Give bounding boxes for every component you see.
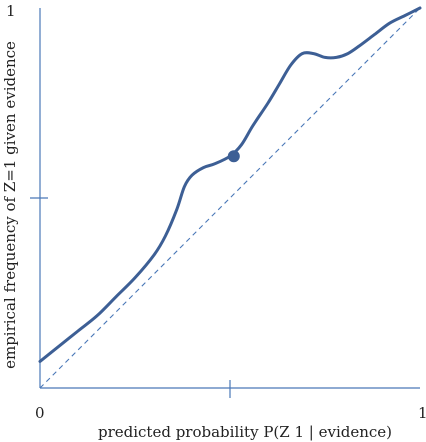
- y-tick-label-1: 1: [6, 2, 16, 20]
- perfect-calibration-line: [39, 7, 421, 389]
- calibration-curve: [38, 6, 422, 363]
- axes: [30, 8, 420, 398]
- x-axis-label: predicted probability P(Z 1 | evidence): [98, 423, 392, 441]
- x-tick-label-1: 1: [418, 404, 426, 422]
- highlight-point: [227, 150, 240, 163]
- y-axis-label: empirical frequency of Z=1 given evidenc…: [1, 41, 19, 369]
- x-tick-label-0: 0: [35, 404, 45, 422]
